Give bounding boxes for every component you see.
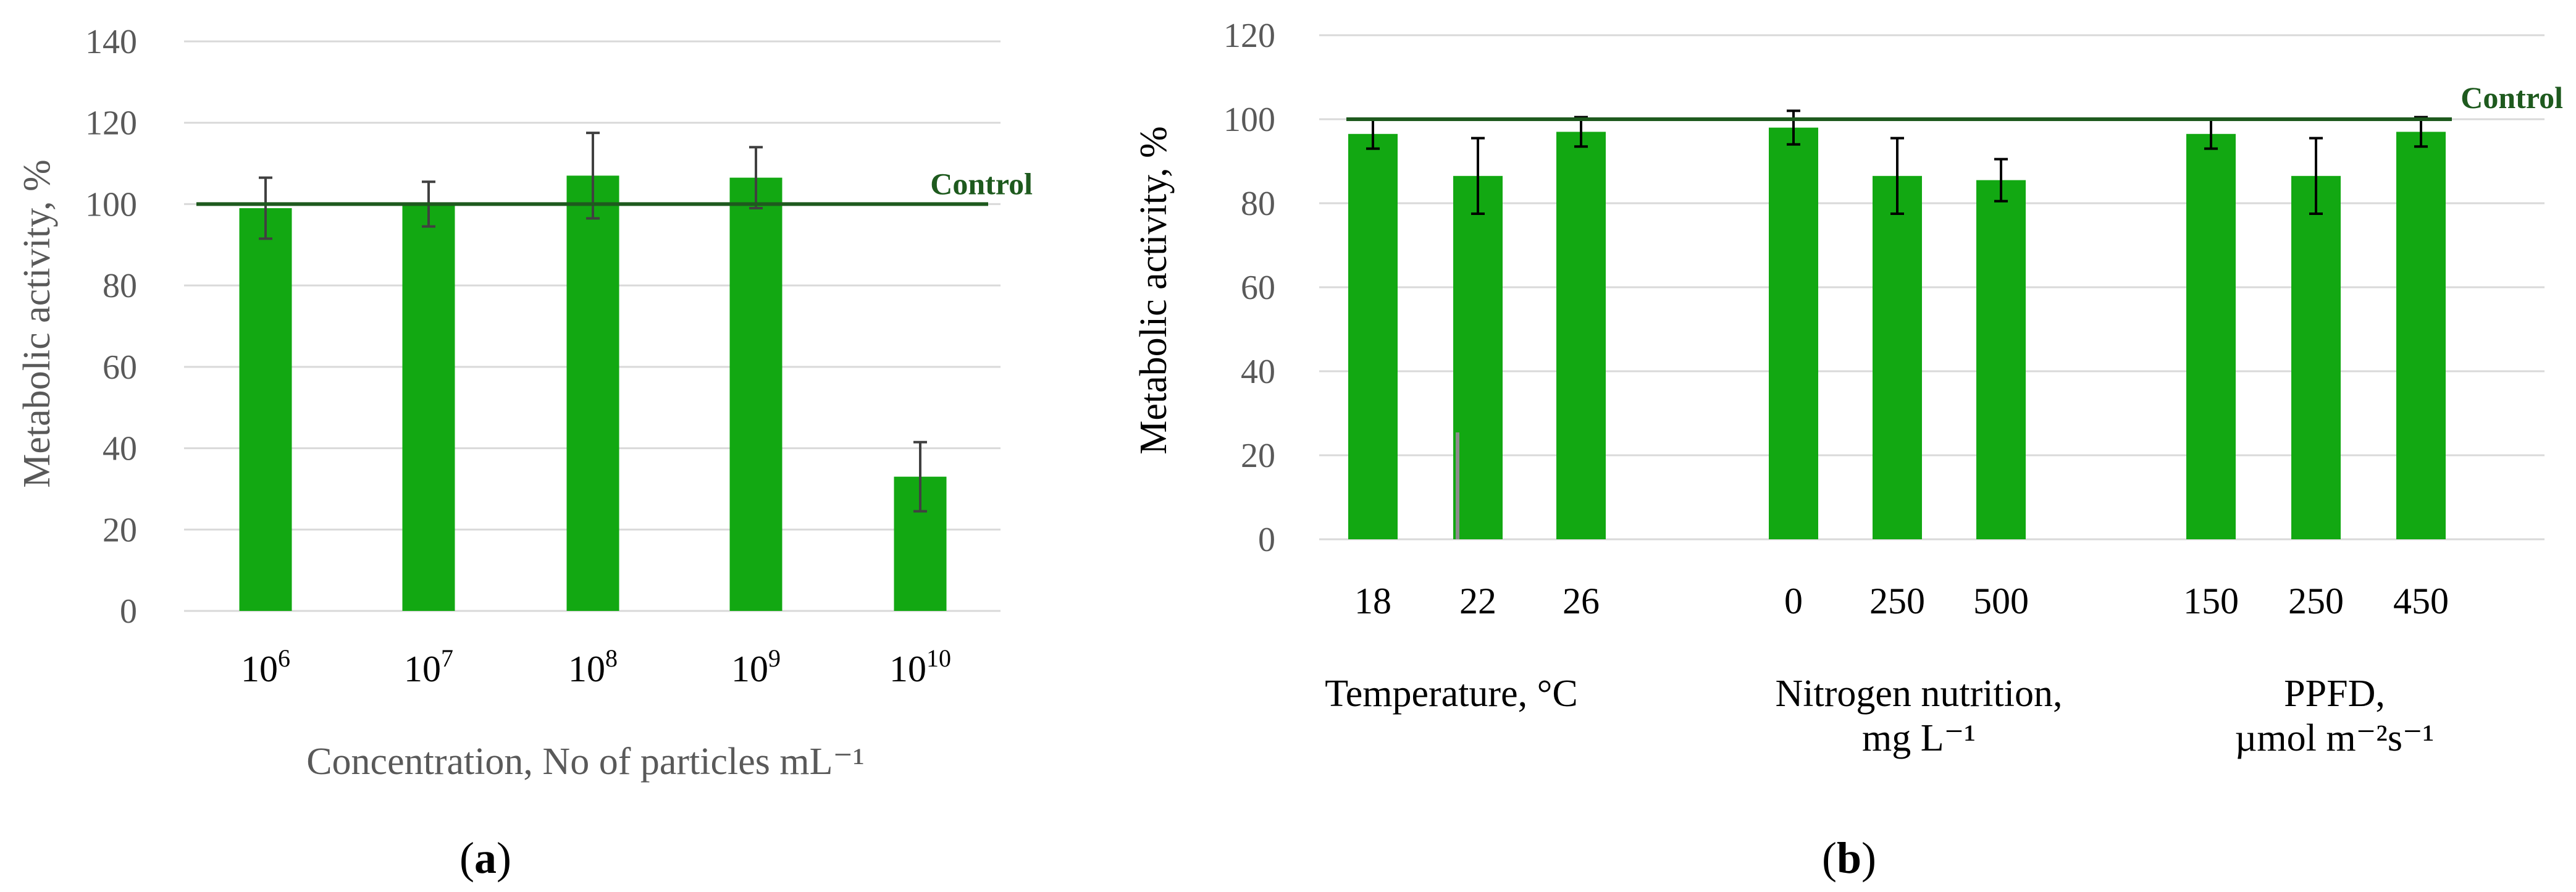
a-error-bar — [749, 146, 763, 210]
a-x-tick-label: 106 — [241, 644, 290, 689]
b-x-tick-label: 22 — [1459, 581, 1496, 621]
b-error-bar — [1471, 137, 1485, 215]
b-bar — [1453, 175, 1503, 539]
b-y-tick-label: 80 — [1241, 185, 1275, 223]
a-control-label: Control — [930, 166, 1033, 201]
a-y-tick-label: 80 — [103, 267, 137, 305]
b-y-axis-title: Metabolic activity, % — [1133, 126, 1175, 454]
a-y-tick-label: 140 — [85, 23, 137, 61]
b-group-title: Temperature, °C — [1325, 673, 1578, 715]
b-bar — [2186, 133, 2236, 540]
a-y-tick-labels: 0 20 40 60 80 100 120 140 — [85, 23, 137, 631]
b-y-tick-label: 60 — [1241, 269, 1275, 307]
b-group-title: PPFD, — [2284, 673, 2385, 715]
b-x-tick-label: 18 — [1354, 581, 1391, 621]
b-x-tick-label: 250 — [2288, 581, 2344, 621]
b-bar — [1769, 127, 1818, 540]
a-x-axis-title: Concentration, No of particles mL⁻¹ — [306, 741, 865, 783]
b-bar — [1873, 175, 1922, 539]
b-error-bar — [2309, 137, 2323, 215]
a-y-tick-label: 60 — [103, 348, 137, 387]
b-bar — [1556, 132, 1606, 539]
a-y-tick-label: 100 — [85, 185, 137, 224]
b-x-tick-label: 250 — [1869, 581, 1925, 621]
b-group-title: µmol m⁻²s⁻¹ — [2235, 717, 2435, 759]
a-bar — [239, 208, 292, 611]
a-error-bar — [259, 176, 272, 240]
b-x-tick-label: 500 — [1973, 581, 2029, 621]
a-bar — [402, 204, 455, 611]
b-error-bar — [2414, 116, 2428, 148]
b-x-tick-label: 26 — [1563, 581, 1600, 621]
b-x-tick-labels: 18 22 26 0 250 500 150 250 450 — [1354, 581, 2449, 621]
b-x-tick-label: 150 — [2183, 581, 2239, 621]
b-group-title: Nitrogen nutrition, — [1776, 673, 2063, 715]
a-y-tick-label: 40 — [103, 430, 137, 468]
b-control-label: Control — [2461, 80, 2563, 115]
a-y-axis-title: Metabolic activity, % — [16, 159, 58, 487]
b-gridlines — [1319, 34, 2545, 541]
b-y-tick-label: 0 — [1258, 521, 1275, 559]
b-group-title: mg L⁻¹ — [1862, 717, 1976, 759]
a-bar — [566, 175, 619, 611]
a-error-bars — [259, 132, 927, 513]
b-y-tick-label: 40 — [1241, 353, 1275, 391]
b-error-bar — [1574, 116, 1588, 148]
a-x-tick-label: 107 — [404, 644, 453, 689]
a-x-tick-label: 108 — [568, 644, 618, 689]
b-y-tick-label: 100 — [1223, 101, 1275, 139]
a-bar — [729, 177, 782, 611]
b-bar — [2291, 175, 2341, 539]
b-x-tick-label: 0 — [1784, 581, 1803, 621]
b-y-tick-label: 20 — [1241, 437, 1275, 475]
a-y-tick-label: 20 — [103, 511, 137, 549]
b-bars — [1348, 127, 2446, 540]
a-bars — [239, 175, 947, 611]
b-error-bar — [1787, 109, 1800, 146]
a-y-tick-label: 0 — [120, 592, 137, 631]
b-x-tick-label: 450 — [2393, 581, 2449, 621]
b-group-titles: Temperature, °C Nitrogen nutrition,mg L⁻¹… — [1325, 673, 2434, 759]
a-y-tick-label: 120 — [85, 104, 137, 143]
panel-label-a: (a) — [459, 833, 511, 883]
b-bar — [1348, 133, 1398, 540]
b-error-bar — [1994, 158, 2008, 203]
a-x-tick-label: 109 — [731, 644, 781, 689]
b-y-tick-label: 120 — [1223, 17, 1275, 55]
b-bar — [1976, 180, 2026, 540]
b-error-bar — [1890, 137, 1904, 215]
panel-label-b: (b) — [1822, 833, 1876, 883]
a-x-tick-labels: 106 107 108 109 1010 — [241, 644, 951, 689]
b-bar — [2396, 132, 2446, 539]
a-x-tick-label: 1010 — [889, 644, 951, 689]
chart-panel-b: 0 20 40 60 80 100 120 Control 18 22 26 0 250 500 150… — [1133, 17, 2563, 883]
b-y-tick-labels: 0 20 40 60 80 100 120 — [1223, 17, 1275, 559]
a-error-bar — [913, 440, 927, 513]
b-error-bars — [1366, 109, 2428, 215]
